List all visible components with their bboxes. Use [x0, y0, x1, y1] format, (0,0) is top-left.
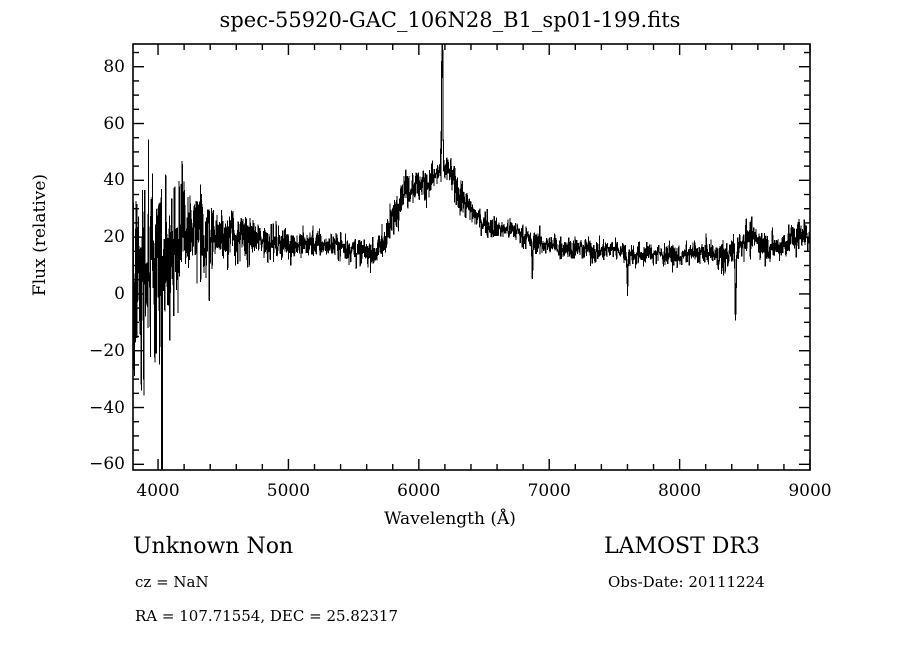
y-tick-label: −40 — [89, 397, 125, 418]
y-tick-label: 20 — [103, 227, 125, 248]
y-tick-label: 60 — [103, 113, 125, 134]
y-axis-label: Flux (relative) — [30, 173, 50, 297]
x-tick-label: 4000 — [136, 481, 180, 501]
figure-footer: Unknown Non cz = NaN RA = 107.71554, DEC… — [0, 528, 900, 649]
y-tick-label: 80 — [103, 56, 125, 77]
coordinates-label: RA = 107.71554, DEC = 25.82317 — [135, 607, 399, 625]
spectrum-trace — [133, 44, 810, 470]
y-tick-label: 0 — [114, 283, 125, 304]
x-tick-label: 9000 — [788, 481, 832, 501]
x-tick-label: 8000 — [657, 481, 702, 501]
y-tick-label: −60 — [89, 454, 125, 475]
plot-title: spec-55920-GAC_106N28_B1_sp01-199.fits — [219, 8, 681, 32]
x-tick-label: 6000 — [397, 481, 441, 501]
x-tick-label: 5000 — [266, 481, 311, 501]
x-tick-label: 7000 — [527, 481, 571, 501]
y-tick-label: 40 — [103, 170, 125, 191]
cz-label: cz = NaN — [135, 573, 209, 591]
x-axis-label: Wavelength (Å) — [384, 509, 516, 529]
survey-label: LAMOST DR3 — [604, 534, 760, 559]
spectrum-line — [133, 44, 810, 470]
obs-date-label: Obs-Date: 20111224 — [608, 573, 765, 591]
y-tick-label: −20 — [89, 340, 125, 361]
object-class-label: Unknown Non — [133, 534, 294, 559]
